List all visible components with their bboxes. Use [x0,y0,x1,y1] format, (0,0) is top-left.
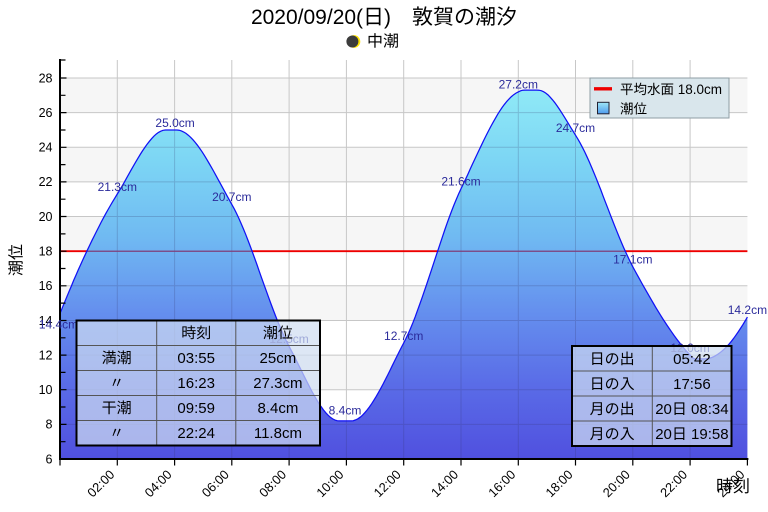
svg-text:干潮: 干潮 [102,400,132,417]
svg-text:〃: 〃 [109,425,124,442]
svg-text:05:42: 05:42 [673,351,711,368]
svg-text:潮位: 潮位 [263,325,293,342]
svg-text:20日 08:34: 20日 08:34 [655,401,728,418]
svg-text:日の出: 日の出 [590,351,635,368]
svg-text:月の出: 月の出 [590,401,635,418]
svg-text:27.2cm: 27.2cm [499,78,538,92]
svg-text:潮位: 潮位 [8,244,26,276]
svg-text:16:23: 16:23 [177,375,215,392]
svg-text:27.3cm: 27.3cm [253,375,302,392]
svg-text:10: 10 [39,383,53,397]
svg-text:25cm: 25cm [260,350,297,367]
svg-text:月の入: 月の入 [590,426,635,443]
svg-text:26: 26 [39,106,53,120]
svg-text:24.7cm: 24.7cm [556,121,595,135]
svg-text:21.6cm: 21.6cm [441,175,480,189]
svg-text:潮位: 潮位 [620,102,648,117]
svg-text:平均水面 18.0cm: 平均水面 18.0cm [620,82,722,97]
svg-text:09:59: 09:59 [177,400,215,417]
svg-text:28: 28 [39,71,53,85]
svg-text:満潮: 満潮 [102,350,132,367]
svg-text:12: 12 [39,348,53,362]
svg-text:20.7cm: 20.7cm [212,190,251,204]
svg-text:22:24: 22:24 [177,425,215,442]
svg-text:17:56: 17:56 [673,376,711,393]
svg-text:21.3cm: 21.3cm [98,180,137,194]
svg-text:日の入: 日の入 [590,376,635,393]
svg-text:20: 20 [39,210,53,224]
svg-text:03:55: 03:55 [177,350,215,367]
svg-text:20日 19:58: 20日 19:58 [655,426,728,443]
svg-text:6: 6 [46,452,53,466]
svg-text:12.7cm: 12.7cm [384,329,423,343]
svg-text:22: 22 [39,175,53,189]
svg-text:8: 8 [46,418,53,432]
svg-text:24: 24 [39,141,53,155]
svg-text:11.8cm: 11.8cm [254,425,302,442]
svg-text:18: 18 [39,245,53,259]
svg-text:17.1cm: 17.1cm [613,253,652,267]
svg-text:中潮: 中潮 [367,33,399,51]
svg-text:25.0cm: 25.0cm [155,116,194,130]
svg-text:14.2cm: 14.2cm [728,303,767,317]
svg-text:16: 16 [39,279,53,293]
svg-text:8.4cm: 8.4cm [329,404,362,418]
svg-text:14.4cm: 14.4cm [39,318,78,332]
svg-text:8.4cm: 8.4cm [257,400,298,417]
svg-text:時刻: 時刻 [716,477,750,496]
svg-text:〃: 〃 [109,375,124,392]
svg-text:2020/09/20(日) 敦賀の潮汐: 2020/09/20(日) 敦賀の潮汐 [251,6,517,29]
svg-text:時刻: 時刻 [181,325,211,342]
svg-text:14: 14 [39,314,53,328]
